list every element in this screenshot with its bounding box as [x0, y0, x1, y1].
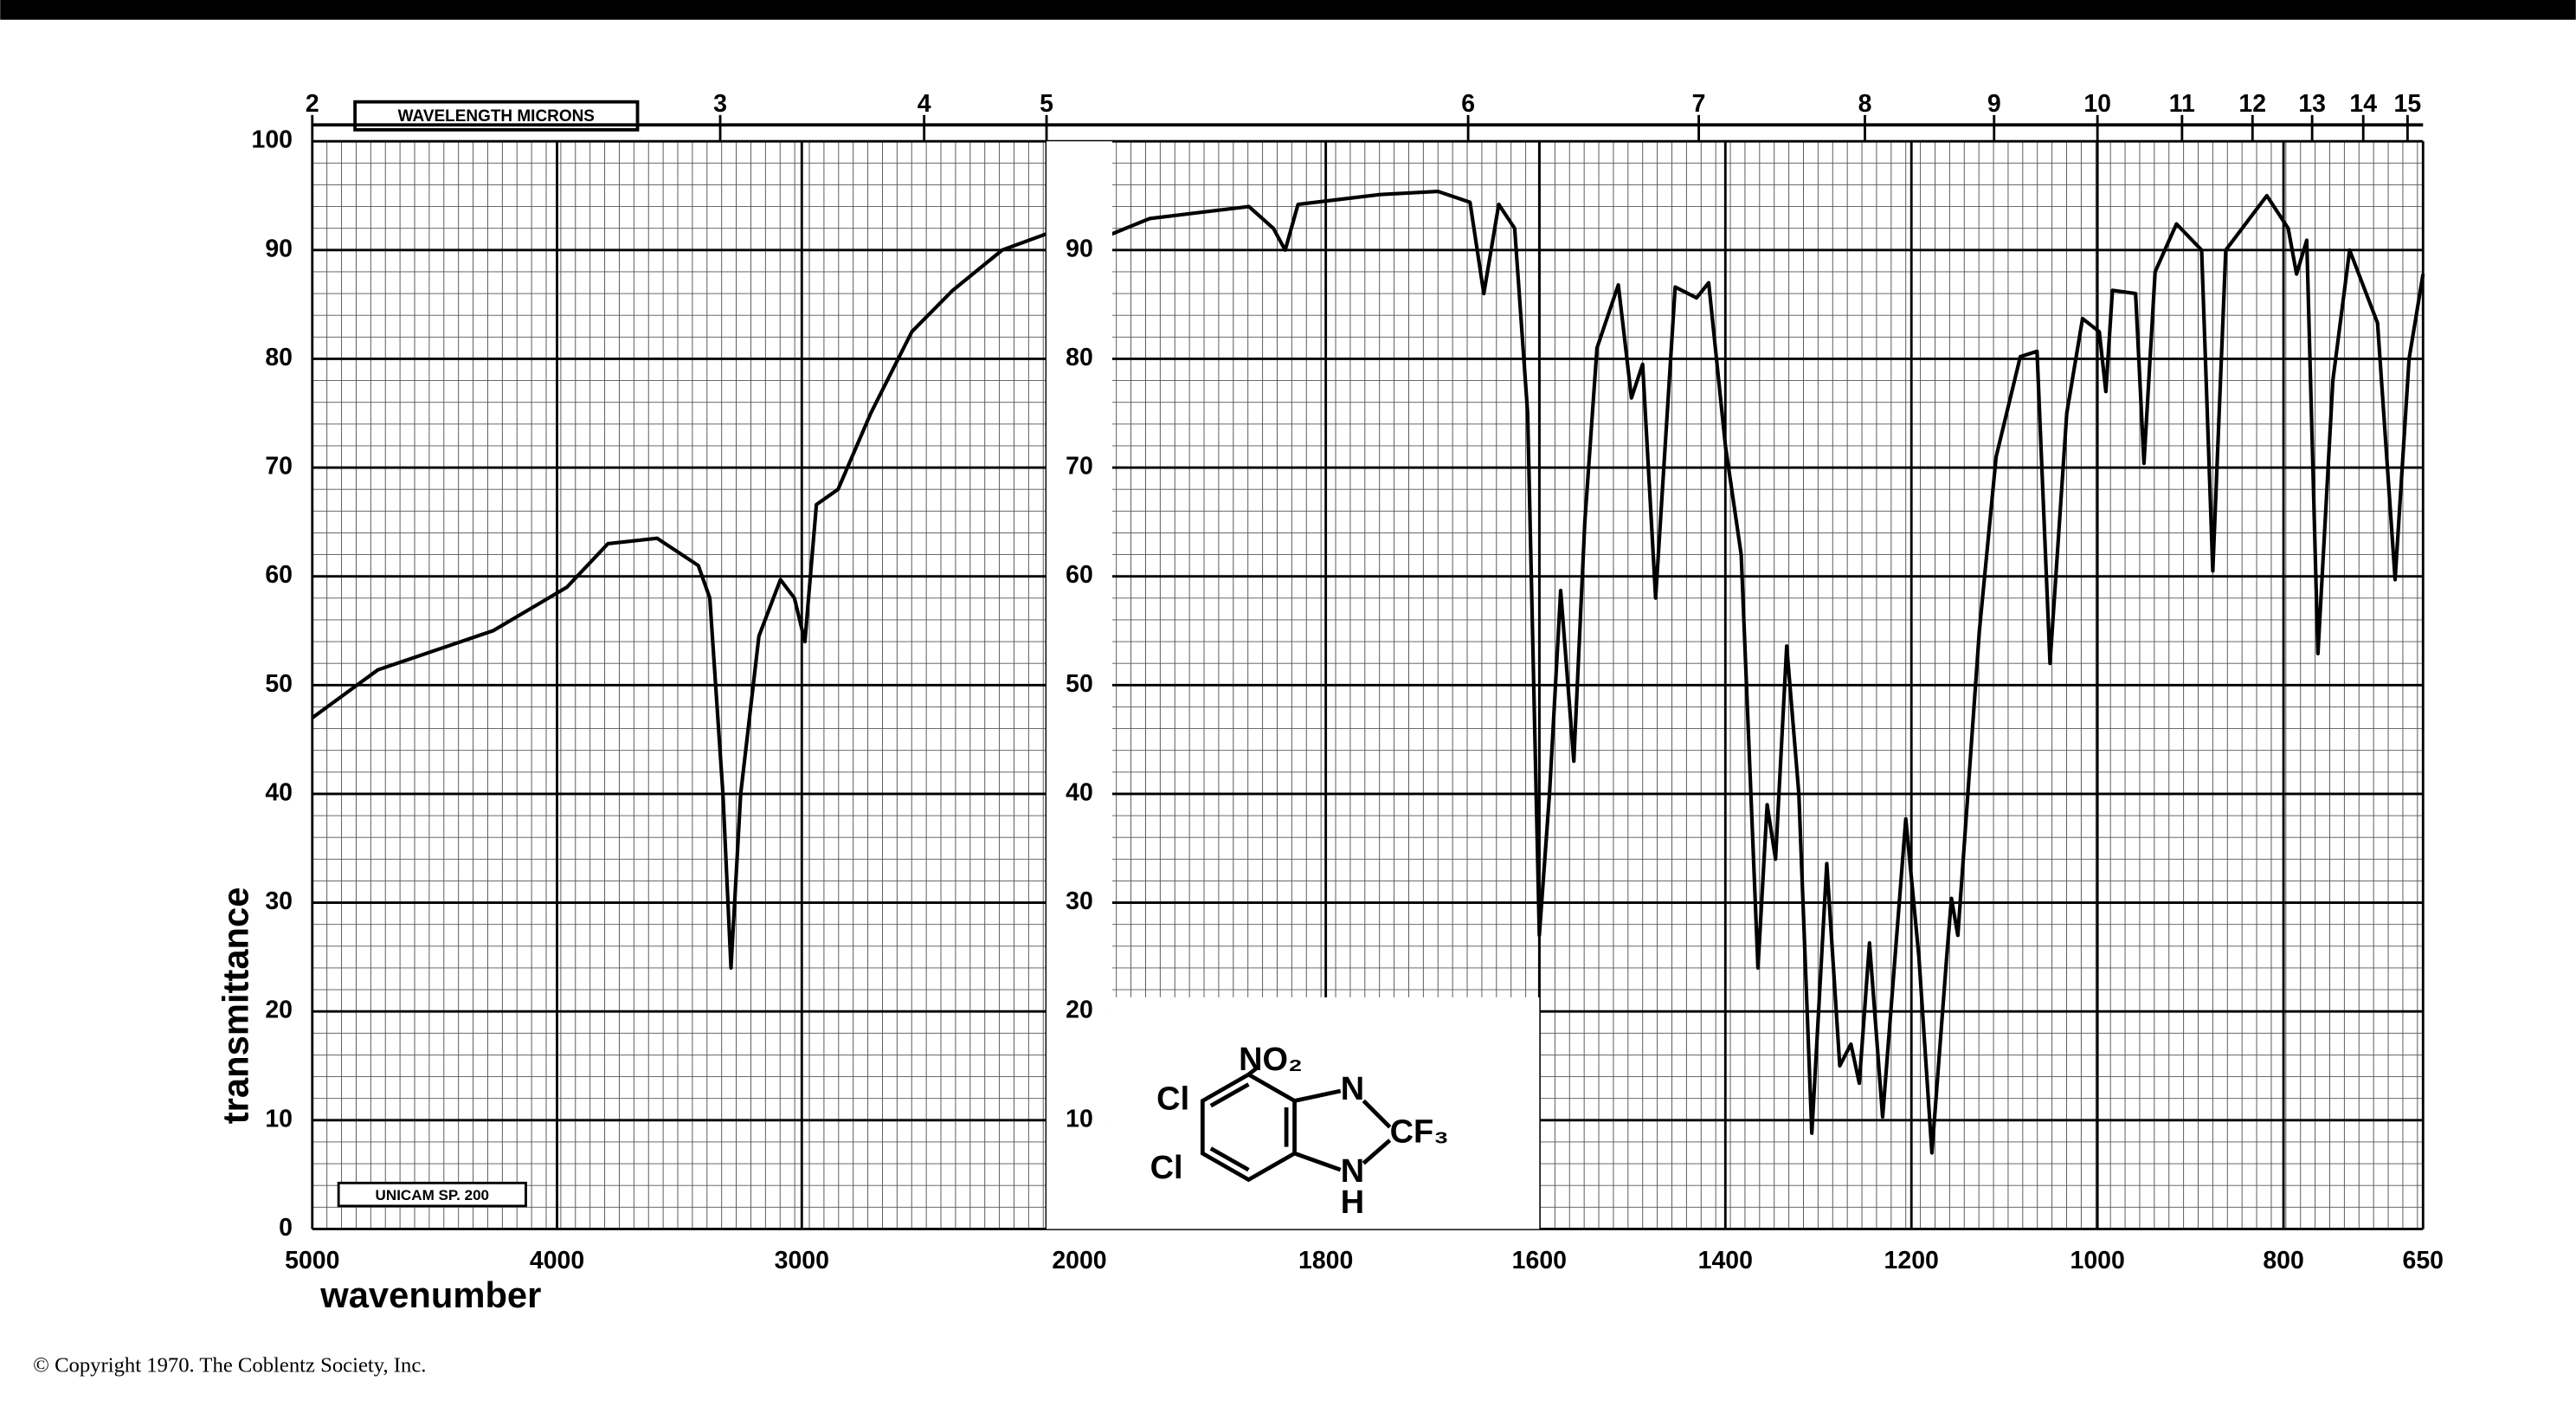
- y-tick-label: 20: [265, 997, 293, 1024]
- structure-label: N: [1341, 1153, 1364, 1190]
- y-tick-label: 10: [265, 1105, 293, 1132]
- x-tick-label: 1200: [1884, 1247, 1939, 1274]
- panel-gap: [1046, 141, 1112, 1229]
- bond: [1362, 1099, 1392, 1129]
- y-axis-label: transmittance: [215, 887, 255, 1125]
- structure-label: N: [1341, 1071, 1364, 1107]
- plot: [311, 189, 2425, 1155]
- structure-label: Cl: [1150, 1150, 1183, 1186]
- x-axis-label: wavenumber: [319, 1274, 541, 1315]
- y-tick-label: 30: [265, 887, 293, 915]
- y-tick-label-inner: 50: [1066, 670, 1093, 698]
- structure-label: NO₂: [1239, 1042, 1303, 1078]
- x-tick-label: 800: [2263, 1247, 2303, 1274]
- bond: [1293, 1151, 1342, 1172]
- top-tick-label: 5: [1040, 90, 1053, 118]
- y-tick-label: 80: [265, 344, 293, 371]
- y-tick-label-inner: 70: [1066, 453, 1093, 481]
- top-tick-label: 2: [306, 90, 319, 118]
- y-tick-label: 60: [265, 561, 293, 589]
- top-tick-label: 11: [2169, 90, 2195, 118]
- scan-border: [0, 0, 2576, 20]
- x-tick-label: 4000: [530, 1247, 584, 1274]
- y-tick-label: 90: [265, 235, 293, 262]
- y-tick-label: 40: [265, 778, 293, 806]
- structure-label: CF₃: [1390, 1113, 1449, 1150]
- y-tick-label-inner: 20: [1066, 997, 1093, 1024]
- y-tick-label-inner: 40: [1066, 778, 1093, 806]
- y-tick-label: 50: [265, 670, 293, 698]
- structure-label: H: [1341, 1184, 1364, 1221]
- structure-box: [1111, 997, 1540, 1229]
- y-tick-label-inner: 90: [1066, 235, 1093, 262]
- label-box: [337, 1181, 527, 1208]
- bond: [1246, 1066, 1259, 1076]
- y-tick-label-inner: 10: [1066, 1105, 1093, 1132]
- copyright: © Copyright 1970. The Coblentz Society, …: [33, 1354, 426, 1378]
- spectrum-line: [311, 189, 2425, 1155]
- top-tick-label: 10: [2083, 90, 2111, 118]
- x-tick-label: 1400: [1698, 1247, 1753, 1274]
- structure-label: Cl: [1156, 1081, 1189, 1117]
- structure: [1200, 1066, 1392, 1183]
- x-tick-label: 1600: [1512, 1247, 1567, 1274]
- instrument-label: UNICAM SP. 200: [376, 1187, 490, 1203]
- bond: [1209, 1082, 1250, 1108]
- x-tick-label: 650: [2403, 1247, 2444, 1274]
- bond: [1294, 1088, 1342, 1103]
- top-tick-label: 4: [918, 90, 931, 118]
- top-tick-label: 6: [1461, 90, 1475, 118]
- bond: [1362, 1139, 1392, 1165]
- top-tick-label: 15: [2394, 90, 2422, 118]
- top-tick-label: 9: [1987, 90, 2001, 118]
- x-tick-label: 1800: [1298, 1247, 1353, 1274]
- x-tick-label: 1000: [2070, 1247, 2124, 1274]
- y-tick-label-inner: 80: [1066, 344, 1093, 371]
- top-tick-label: 3: [713, 90, 727, 118]
- y-tick-label-inner: 30: [1066, 887, 1093, 915]
- x-tick-label: 3000: [775, 1247, 829, 1274]
- top-tick-label: 8: [1858, 90, 1872, 118]
- top-tick-label: 7: [1692, 90, 1706, 118]
- y-tick-label: 100: [252, 126, 293, 154]
- bond: [1209, 1146, 1250, 1172]
- top-axis-label: WAVELENGTH MICRONS: [398, 107, 595, 126]
- y-tick-label: 70: [265, 453, 293, 481]
- top-tick-label: 13: [2298, 90, 2326, 118]
- x-tick-label: 2000: [1052, 1247, 1106, 1274]
- top-tick-label: 14: [2349, 90, 2377, 118]
- y-tick-label: 0: [279, 1214, 293, 1242]
- y-tick-label-inner: 60: [1066, 561, 1093, 589]
- x-tick-label: 5000: [285, 1247, 339, 1274]
- top-tick-label: 12: [2238, 90, 2266, 118]
